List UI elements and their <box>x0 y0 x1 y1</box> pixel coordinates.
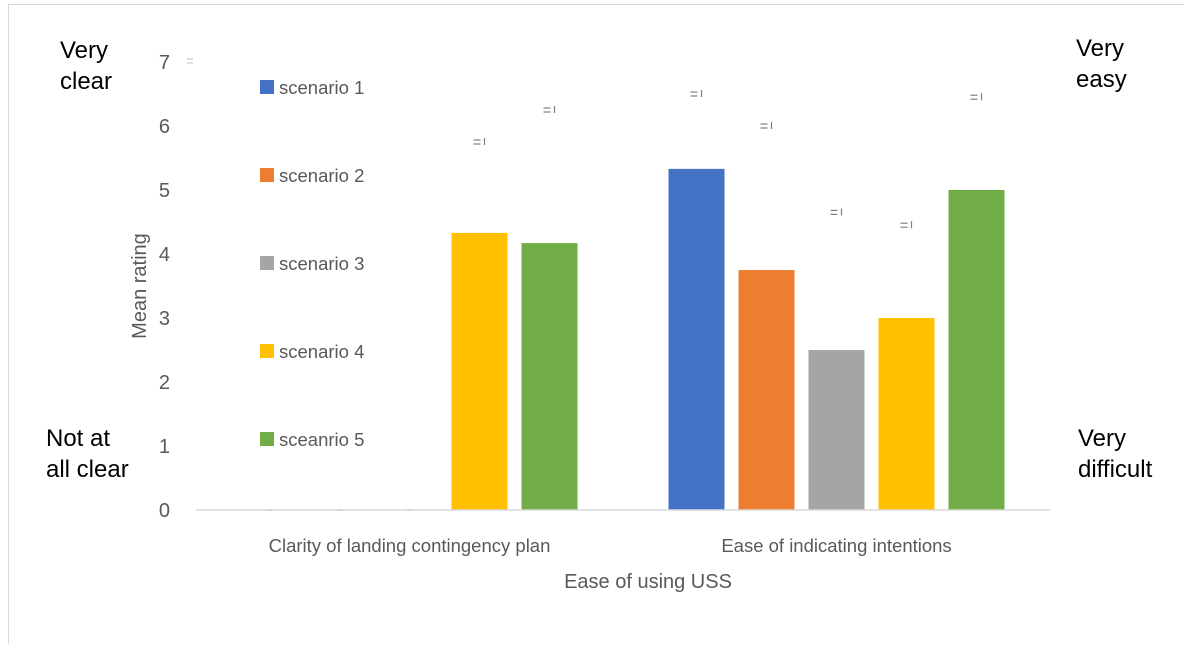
y-tick-label: 6 <box>159 116 170 138</box>
bar <box>668 168 725 510</box>
legend-item: scenario 2 <box>260 165 364 186</box>
annotation-line: easy <box>1076 65 1127 93</box>
annotation-line: Not at <box>46 425 111 452</box>
error-bar <box>830 208 843 216</box>
legend-swatch <box>260 80 274 94</box>
annotation-very-easy: Very easy <box>1076 34 1127 95</box>
legend-swatch <box>260 344 274 358</box>
x-axis: Clarity of landing contingency plan Ease … <box>196 509 1050 556</box>
y-tick-label: 0 <box>159 500 170 522</box>
error-bar <box>970 93 983 101</box>
x-axis-title: Ease of using USS <box>564 571 732 593</box>
legend-swatch <box>260 256 274 270</box>
error-bars <box>187 58 983 511</box>
legend-swatch <box>260 432 274 446</box>
legend-item: scenario 3 <box>260 253 364 274</box>
annotation-very-difficult: Very difficult <box>1078 424 1152 485</box>
annotation-line: all clear <box>46 455 129 483</box>
bars <box>451 168 1005 510</box>
error-bar <box>760 122 773 129</box>
y-tick-label: 2 <box>159 372 170 394</box>
error-bar <box>543 106 556 113</box>
chart-frame <box>8 4 1184 644</box>
bar <box>521 243 578 510</box>
y-axis: 0 1 2 3 4 5 6 7 <box>159 52 170 522</box>
y-axis-title: Mean rating <box>129 233 151 339</box>
annotation-line: clear <box>60 67 113 95</box>
x-tick-label: Clarity of landing contingency plan <box>269 535 551 556</box>
legend-label: scenario 3 <box>279 253 364 274</box>
y-tick-label: 7 <box>159 52 170 74</box>
bar <box>878 318 935 510</box>
y-tick-label: 1 <box>159 436 170 458</box>
legend-item: scenario 4 <box>260 341 364 362</box>
y-tick-label: 5 <box>159 180 170 202</box>
legend-item: sceanrio 5 <box>260 429 364 450</box>
error-bar <box>900 221 913 229</box>
annotation-not-at-all-clear: Not at all clear <box>46 424 129 485</box>
annotation-line: Very <box>1076 35 1125 62</box>
error-bar <box>473 138 486 145</box>
legend-label: scenario 1 <box>279 77 364 98</box>
x-tick-label: Ease of indicating intentions <box>721 535 951 556</box>
legend-item: scenario 1 <box>260 77 364 98</box>
bar <box>808 350 865 510</box>
legend-label: sceanrio 5 <box>279 429 364 450</box>
annotation-line: Very <box>60 37 109 64</box>
legend-label: scenario 2 <box>279 165 364 186</box>
legend-label: scenario 4 <box>279 341 364 362</box>
legend-swatch <box>260 168 274 182</box>
annotation-line: Very <box>1078 425 1127 452</box>
bar <box>451 232 508 510</box>
y-tick-label: 3 <box>159 308 170 330</box>
annotation-line: difficult <box>1078 455 1153 483</box>
bar <box>948 190 1005 510</box>
bar <box>738 270 795 510</box>
annotation-very-clear: Very clear <box>60 36 112 97</box>
error-bar <box>690 90 703 97</box>
y-tick-label: 4 <box>159 244 170 266</box>
legend: scenario 1 scenario 2 scenario 3 scenario 4… <box>260 77 364 450</box>
